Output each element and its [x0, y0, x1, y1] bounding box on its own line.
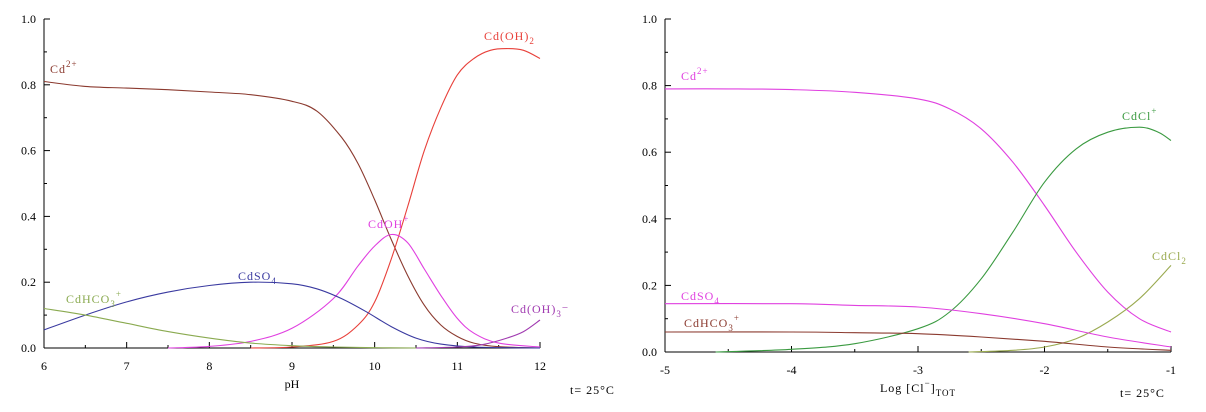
- series-label: CdHCO3+: [684, 313, 740, 333]
- series-line-2: [250, 48, 541, 349]
- y-tick-label: 0.2: [21, 275, 36, 289]
- x-tick-label: 10: [369, 359, 381, 373]
- series-label: Cd2+: [50, 59, 78, 76]
- x-tick-label: 11: [452, 359, 464, 373]
- x-axis-label: Log [Cl−]TOT: [880, 378, 956, 398]
- series-label: CdCl2: [1152, 249, 1187, 266]
- y-tick-label: 1.0: [642, 12, 657, 26]
- x-tick-label: -1: [1166, 363, 1176, 377]
- series-line-3: [968, 265, 1172, 353]
- chart-panel-1: 0.0 0.2 0.4 0.6 0.8 1.0 6 7 8 9 10 11 12 pH t= 25°C Cd2…: [21, 12, 615, 397]
- series-line-1: [43, 80, 541, 349]
- y-tick-label: 0.4: [642, 212, 657, 226]
- series-line-5: [664, 331, 1172, 351]
- x-tick-label: -5: [660, 363, 670, 377]
- chart-panel-2: 0.0 0.2 0.4 0.6 0.8 1.0 -5 -4 -3 -2 -1 Log [Cl−]TOT…: [642, 12, 1187, 400]
- x-tick-label: 9: [289, 359, 295, 373]
- series-label: CdSO4: [238, 269, 277, 286]
- x-tick-label: -2: [1040, 363, 1050, 377]
- series-label: Cd(OH)3−: [511, 302, 569, 319]
- series-label: Cd(OH)2: [484, 29, 535, 46]
- series-label: CdHCO3+: [66, 289, 122, 309]
- x-tick-label: -4: [787, 363, 797, 377]
- y-tick-label: 0.8: [21, 78, 36, 92]
- series-label: CdSO4: [681, 289, 720, 306]
- series-line-5: [43, 307, 417, 349]
- x-tick-label: 12: [534, 359, 546, 373]
- y-tick-label: 0.6: [21, 144, 36, 158]
- y-tick-label: 0.4: [21, 209, 36, 223]
- y-tick-label: 0.8: [642, 79, 657, 93]
- series-line-2: [715, 126, 1172, 353]
- y-tick-label: 0.6: [642, 145, 657, 159]
- series-label: CdCl+: [1122, 106, 1157, 123]
- series-label: Cd2+: [681, 66, 709, 83]
- x-tick-label: 8: [206, 359, 212, 373]
- y-tick-label: 1.0: [21, 12, 36, 26]
- series-line-1: [664, 88, 1172, 333]
- series-line-6: [415, 319, 541, 349]
- y-tick-label: 0.0: [642, 345, 657, 359]
- series-line-4: [43, 281, 541, 349]
- temperature-label: t= 25°C: [1120, 386, 1165, 400]
- series-label: CdOH+: [368, 214, 409, 231]
- y-tick-label: 0.2: [642, 278, 657, 292]
- x-tick-label: 6: [41, 359, 47, 373]
- x-axis-label: pH: [285, 377, 300, 391]
- y-tick-label: 0.0: [21, 341, 36, 355]
- series-line-4: [664, 303, 1172, 348]
- x-tick-label: 7: [124, 359, 130, 373]
- x-tick-label: -3: [913, 363, 923, 377]
- temperature-label: t= 25°C: [570, 383, 615, 397]
- series-line-3: [167, 233, 541, 349]
